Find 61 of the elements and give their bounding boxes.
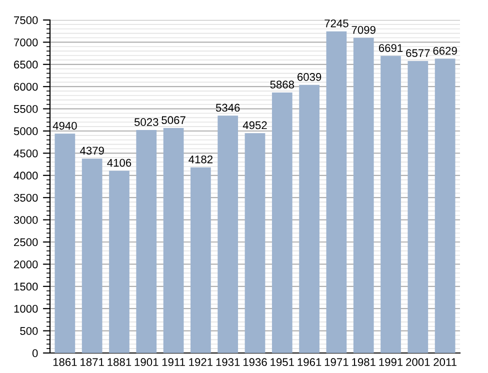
y-tick-label: 1500 <box>14 282 38 291</box>
bar <box>272 92 292 353</box>
data-label: 7099 <box>352 26 376 34</box>
y-tick-label: 7000 <box>14 38 38 46</box>
bar <box>54 134 76 353</box>
y-tick-label: 5500 <box>14 105 38 113</box>
data-label: 6629 <box>433 46 457 55</box>
bar <box>82 158 102 353</box>
x-tick-label: 1871 <box>80 358 104 366</box>
bar <box>136 130 157 353</box>
x-tick-label: 1931 <box>216 358 240 366</box>
data-label: 4379 <box>80 146 104 155</box>
x-tick-label: 1971 <box>324 358 348 366</box>
x-tick-label: 1951 <box>270 358 294 366</box>
y-tick-label: 4500 <box>14 149 38 158</box>
x-tick-label: 1981 <box>352 358 376 366</box>
y-tick-label: 5000 <box>14 127 38 136</box>
y-tick-label: 0 <box>32 349 38 358</box>
data-label: 4182 <box>188 155 212 164</box>
x-tick-label: 1936 <box>243 358 267 366</box>
x-tick-label: 1991 <box>379 358 403 366</box>
y-tick-label: 3500 <box>14 194 38 202</box>
x-tick-label: 1901 <box>134 358 158 366</box>
y-tick-label: 6500 <box>14 60 38 69</box>
data-label: 4940 <box>52 122 77 130</box>
y-tick-label: 3000 <box>14 216 38 224</box>
bar <box>353 38 374 353</box>
bar <box>190 167 211 353</box>
bar <box>218 116 238 353</box>
y-tick-label: 500 <box>20 327 38 335</box>
bar <box>163 128 184 353</box>
x-tick-label: 1861 <box>53 358 77 366</box>
data-label: 6039 <box>298 73 322 81</box>
data-label: 4106 <box>107 158 132 167</box>
x-tick-label: 1961 <box>298 358 322 366</box>
y-tick-label: 2000 <box>14 260 38 268</box>
data-label: 6691 <box>378 44 403 52</box>
data-label: 7245 <box>324 19 348 28</box>
y-tick-label: 1000 <box>14 304 38 313</box>
bar <box>434 58 456 353</box>
bar <box>380 56 401 353</box>
bar <box>299 84 320 353</box>
y-tick-label: 4000 <box>14 172 38 180</box>
data-label: 5023 <box>134 118 158 126</box>
bar <box>109 170 130 353</box>
data-label: 6577 <box>406 49 430 58</box>
data-label: 5067 <box>162 116 186 124</box>
x-tick-label: 1911 <box>162 358 185 366</box>
x-tick-label: 1921 <box>189 358 213 366</box>
data-label: 4952 <box>242 121 267 130</box>
y-tick-label: 6000 <box>14 82 38 91</box>
y-tick-label: 7500 <box>14 16 38 24</box>
bar <box>408 60 428 353</box>
bar <box>244 133 266 353</box>
y-tick-label: 2500 <box>14 238 38 246</box>
bar <box>326 31 347 353</box>
data-label: 5346 <box>216 104 240 112</box>
x-tick-label: 2011 <box>434 358 456 366</box>
data-label: 5868 <box>270 80 294 88</box>
x-tick-label: 1881 <box>108 358 132 366</box>
x-tick-label: 2001 <box>406 358 430 366</box>
